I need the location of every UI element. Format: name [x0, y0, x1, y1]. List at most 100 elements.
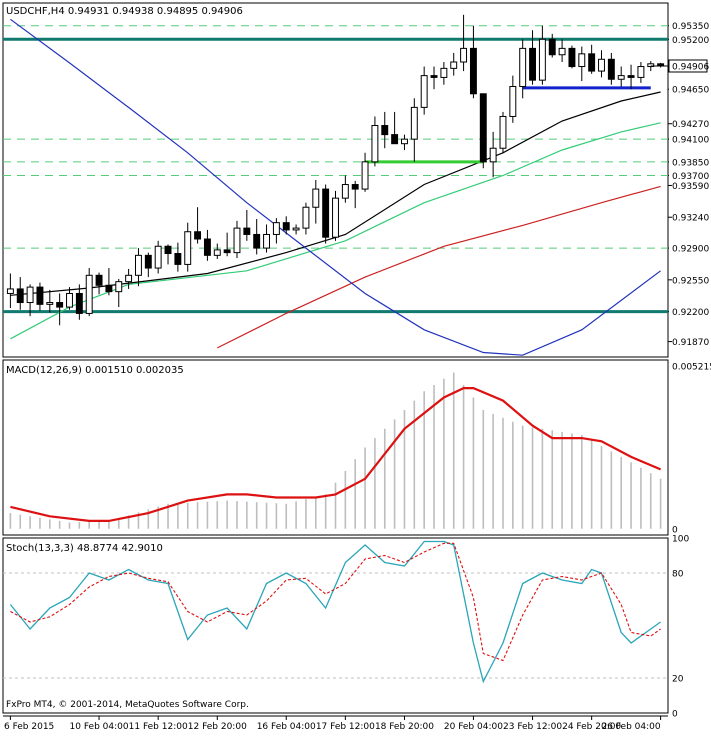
stoch-main-line: [9, 540, 661, 684]
candle-body[interactable]: [509, 86, 517, 117]
price-tick-label: 0.93240: [672, 214, 709, 224]
price-tick-label: 0.91870: [672, 338, 709, 348]
candle-body[interactable]: [617, 75, 625, 80]
candle-body[interactable]: [391, 134, 399, 145]
candle-body[interactable]: [233, 227, 241, 254]
candle-body[interactable]: [253, 233, 261, 249]
candle-body[interactable]: [440, 67, 448, 78]
candle-body[interactable]: [450, 61, 458, 69]
pane-frame-1: [2, 359, 669, 536]
candle-body[interactable]: [558, 47, 566, 56]
candle-body[interactable]: [292, 227, 300, 231]
price-tick-label: 0.94906: [672, 62, 709, 72]
macd-histogram-bar: [393, 419, 396, 529]
candle-body[interactable]: [519, 47, 527, 88]
time-axis-label: 24 Feb 20:00: [562, 722, 621, 732]
candle-body[interactable]: [164, 245, 172, 255]
candle-body[interactable]: [588, 53, 596, 72]
time-axis-label: 6 Feb 2015: [4, 722, 54, 732]
candle-body[interactable]: [637, 66, 645, 78]
candle-body[interactable]: [420, 75, 428, 108]
candle-body[interactable]: [213, 249, 221, 256]
price-tick-label: 0.92550: [672, 276, 709, 286]
candle-body[interactable]: [243, 227, 251, 235]
candle-body[interactable]: [144, 254, 152, 269]
candle-body[interactable]: [263, 233, 270, 249]
macd-histogram-bar: [314, 496, 317, 529]
candle-body[interactable]: [125, 274, 133, 283]
macd-histogram-bar: [521, 425, 524, 529]
candle-body[interactable]: [95, 274, 103, 286]
macd-histogram-bar: [344, 470, 347, 529]
candle-body[interactable]: [174, 253, 182, 265]
candle-body[interactable]: [607, 58, 615, 80]
candle-body[interactable]: [312, 188, 320, 208]
candle-body[interactable]: [469, 47, 477, 95]
candle-body[interactable]: [371, 125, 379, 163]
candle-body[interactable]: [568, 47, 576, 68]
macd-histogram-bar: [600, 445, 603, 529]
price-tick-label: 0.94270: [672, 120, 709, 130]
macd-histogram-bar: [620, 456, 623, 529]
candle-body[interactable]: [282, 222, 290, 231]
candle-body[interactable]: [332, 197, 339, 238]
candle-body[interactable]: [627, 75, 635, 78]
price-label-box: [669, 134, 707, 146]
candle-body[interactable]: [578, 53, 586, 68]
candle-body[interactable]: [36, 286, 44, 305]
candle-body[interactable]: [351, 184, 359, 190]
candle-body[interactable]: [538, 38, 546, 81]
candle-body[interactable]: [56, 302, 64, 308]
candle-body[interactable]: [598, 58, 605, 72]
candle-body[interactable]: [430, 75, 438, 78]
macd-histogram-bar: [48, 519, 51, 529]
candle-body[interactable]: [85, 274, 93, 314]
candle-body[interactable]: [135, 254, 142, 276]
candle-body[interactable]: [26, 286, 34, 304]
candle-body[interactable]: [361, 161, 369, 190]
macd-histogram-bar: [88, 521, 91, 529]
time-axis-label: 10 Feb 04:00: [70, 722, 129, 732]
candle-body[interactable]: [341, 184, 349, 199]
candle-body[interactable]: [401, 138, 408, 145]
candle-body[interactable]: [302, 206, 310, 229]
price-label-box: [669, 34, 707, 46]
macd-histogram-bar: [255, 502, 258, 529]
candle-body[interactable]: [410, 106, 418, 140]
price-label-box: [669, 20, 707, 32]
candle-body[interactable]: [548, 38, 556, 56]
candle-body[interactable]: [184, 231, 192, 265]
candle-body[interactable]: [272, 222, 280, 235]
macd-histogram-bar: [374, 438, 376, 529]
candle-body[interactable]: [479, 93, 487, 163]
candle-body[interactable]: [66, 292, 73, 308]
time-axis-label: 26 Feb 04:00: [602, 722, 661, 732]
candle-body[interactable]: [6, 288, 14, 294]
candle-body[interactable]: [489, 147, 497, 163]
candle-body[interactable]: [223, 249, 231, 254]
candle-body[interactable]: [115, 281, 123, 293]
candle-body[interactable]: [16, 288, 24, 304]
candle-body[interactable]: [381, 125, 389, 136]
candle-body[interactable]: [647, 63, 655, 68]
macd-histogram-bar: [236, 501, 238, 529]
candle-body[interactable]: [460, 47, 468, 63]
candle-body[interactable]: [499, 115, 507, 149]
candle-body[interactable]: [657, 63, 665, 67]
candle-body[interactable]: [105, 284, 113, 293]
candle-body[interactable]: [194, 231, 202, 240]
candle-body[interactable]: [322, 188, 330, 238]
candle-body[interactable]: [203, 238, 211, 256]
time-axis-label: 16 Feb 04:00: [257, 722, 316, 732]
candle-body[interactable]: [46, 302, 54, 305]
macd-histogram-bar: [482, 410, 485, 529]
candle-body[interactable]: [154, 245, 162, 269]
macd-histogram-bar: [364, 447, 366, 529]
candle-body[interactable]: [529, 47, 536, 81]
price-label-box: [669, 156, 707, 168]
stoch-tick-label: 20: [672, 675, 684, 685]
macd-histogram-bar: [334, 482, 337, 529]
candle-body[interactable]: [75, 292, 83, 314]
